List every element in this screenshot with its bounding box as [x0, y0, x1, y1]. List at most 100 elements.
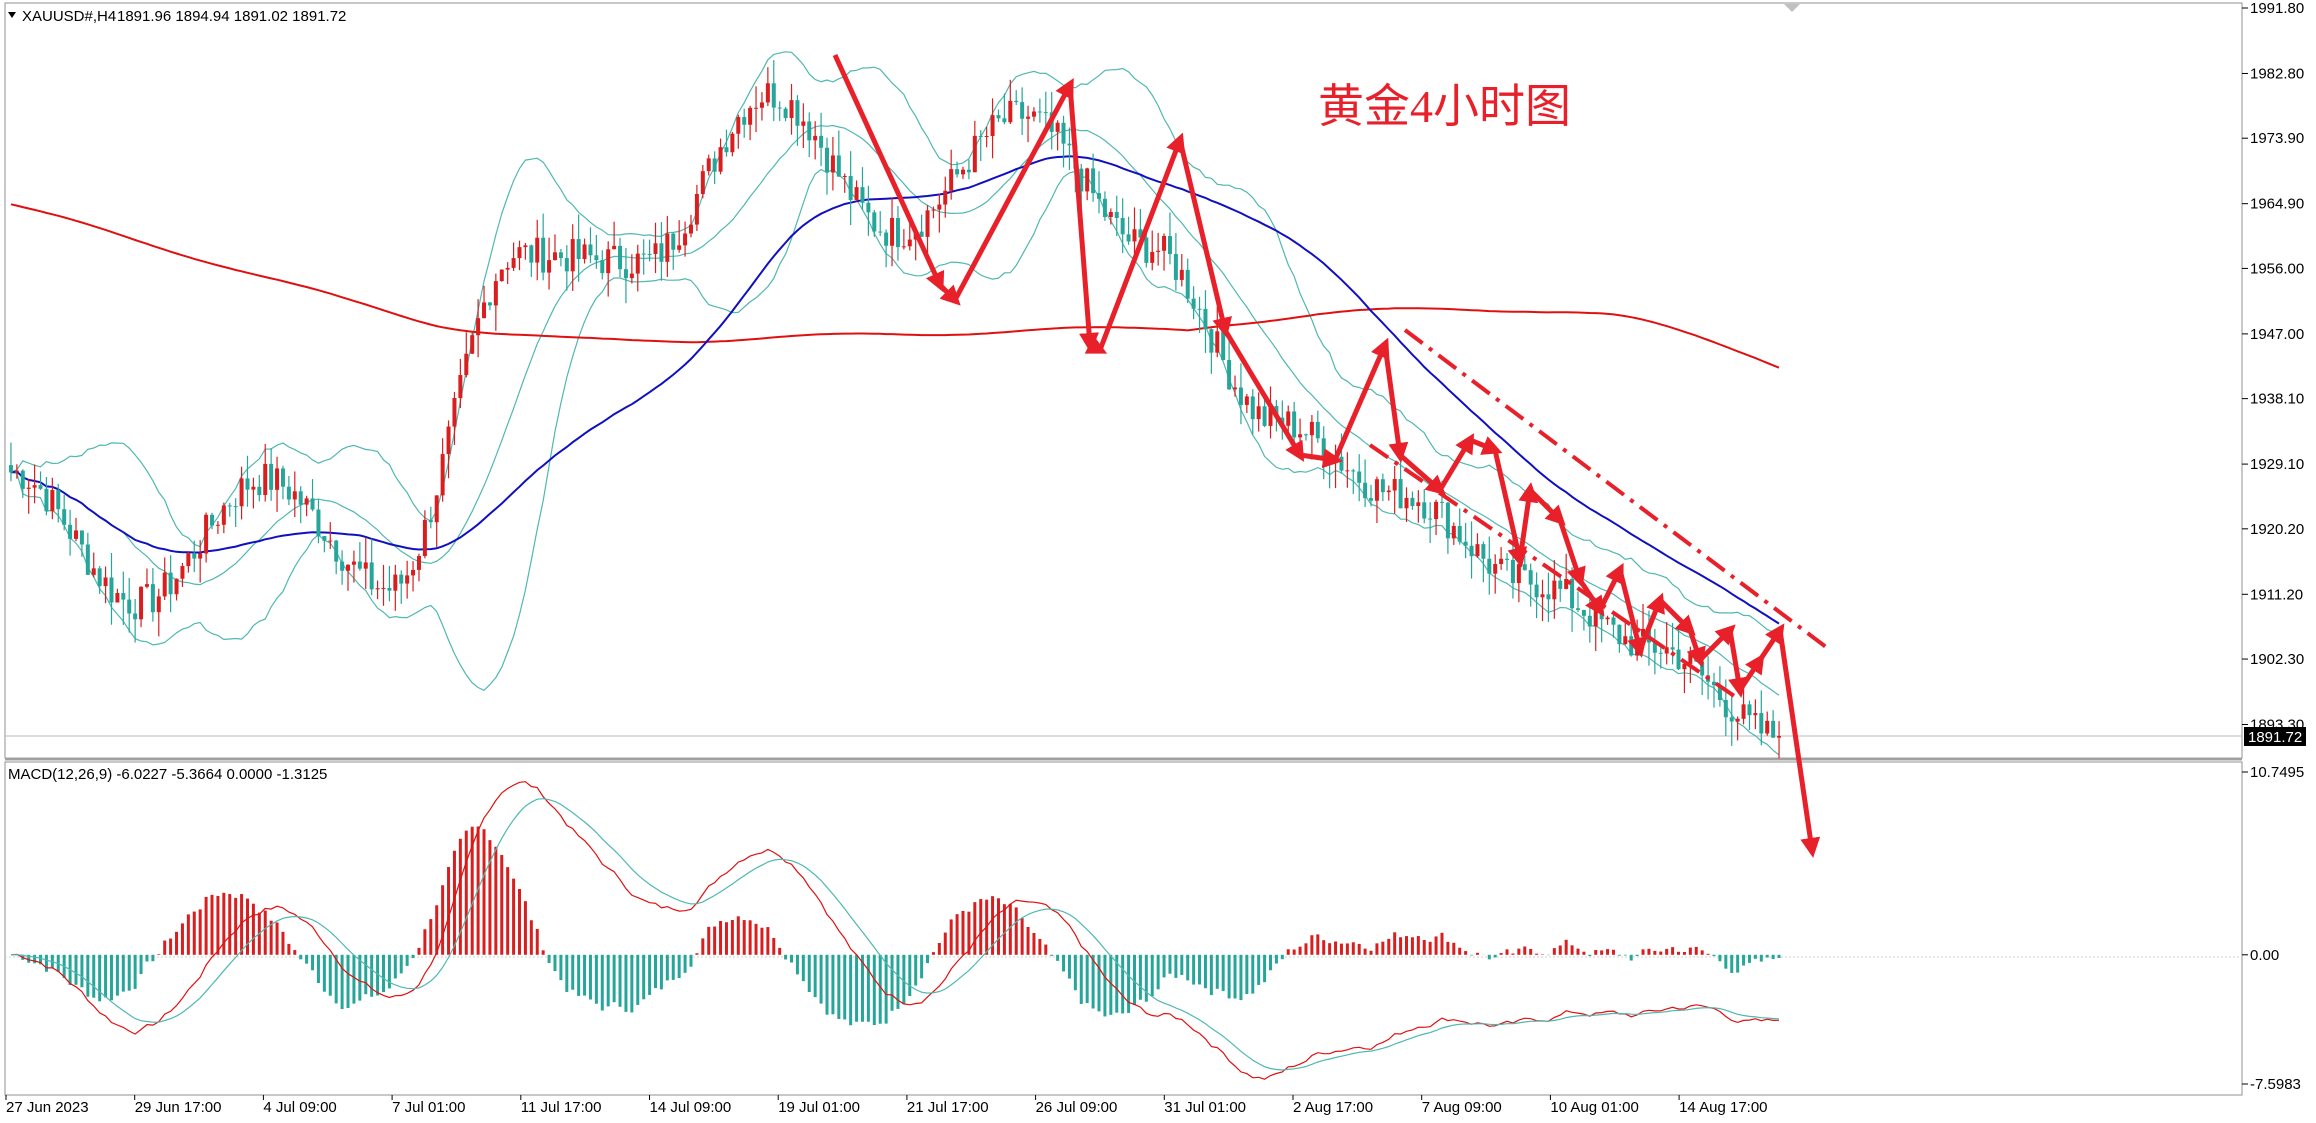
candle-body [736, 117, 741, 134]
candle-body [440, 454, 445, 496]
candle-body [174, 578, 179, 595]
macd-axis[interactable]: 10.7495 0.00 -7.5983 [2242, 764, 2304, 1093]
candle-body [68, 524, 73, 539]
candle-body [706, 158, 711, 172]
trend-arrow [832, 53, 945, 293]
candle-body [1351, 470, 1356, 472]
candle-body [1629, 636, 1634, 656]
candle-body [1262, 406, 1267, 426]
price-tick-label: 1911.20 [2250, 586, 2303, 603]
trend-arrow [1382, 344, 1409, 463]
price-axis[interactable]: 1991.80 1982.80 1973.90 1964.90 1956.00 1947.… [2242, 0, 2304, 734]
candle-body [127, 599, 132, 614]
candle-body [215, 524, 220, 526]
candle-body [588, 244, 593, 256]
triangle-down-icon[interactable] [8, 12, 16, 18]
candle-body [387, 587, 392, 591]
candle-body [1369, 498, 1374, 501]
trend-arrow [1557, 519, 1586, 588]
candle-body [1516, 564, 1521, 584]
candle-body [1167, 235, 1172, 255]
candle-body [819, 135, 824, 148]
candle-body [310, 498, 315, 510]
candle-body [659, 243, 664, 262]
candle-body [227, 505, 232, 507]
time-axis[interactable]: 27 Jun 2023 29 Jun 17:00 4 Jul 09:00 7 Jul … [5, 1095, 1768, 1116]
candle-body [1493, 564, 1498, 574]
candle-body [1510, 559, 1515, 584]
candle-body [1617, 624, 1622, 645]
scroll-marker-icon[interactable] [1784, 4, 1800, 12]
candle-body [1475, 544, 1480, 557]
trend-arrow [1686, 629, 1706, 668]
candle-body [1463, 541, 1468, 546]
time-tick-label: 31 Jul 01:00 [1164, 1099, 1246, 1116]
candle-body [505, 267, 510, 270]
candle-body [1676, 649, 1681, 670]
candle-body [275, 468, 280, 490]
candle-body [1540, 594, 1545, 598]
candle-body [618, 245, 623, 270]
candle-body [1102, 198, 1107, 218]
candle-body [1522, 564, 1527, 571]
candle-body [1386, 490, 1391, 493]
candle-body [1120, 217, 1125, 235]
candle-body [1256, 406, 1261, 420]
candle-body [878, 231, 883, 233]
candle-body [1688, 652, 1693, 664]
candle-body [511, 258, 516, 268]
candle-body [452, 397, 457, 427]
candle-body [375, 588, 380, 590]
candle-body [1581, 609, 1586, 616]
candle-body [1439, 501, 1444, 503]
trend-arrow [1437, 433, 1475, 492]
trend-arrow [1727, 629, 1748, 698]
candle-body [1197, 308, 1202, 310]
trend-arrow [1658, 598, 1696, 636]
trend-arrow [952, 77, 1074, 302]
bollinger-lower [10, 168, 1780, 756]
candle-body [1664, 647, 1669, 654]
trend-arrows [832, 53, 1832, 858]
candle-body [748, 107, 753, 125]
candle-body [1611, 617, 1616, 625]
candle-body [1031, 111, 1036, 117]
time-tick-label: 27 Jun 2023 [6, 1099, 89, 1116]
ohlc-label: 1891.96 1894.94 1891.02 1891.72 [117, 8, 346, 25]
candle-body [1765, 720, 1770, 734]
candle-body [1091, 168, 1096, 194]
candle-body [1575, 608, 1580, 610]
trend-arrow [1398, 453, 1447, 496]
trend-arrow [1698, 624, 1736, 662]
candle-body [600, 260, 605, 274]
candle-body [1564, 579, 1569, 589]
candle-body [493, 281, 498, 306]
candle-body [582, 244, 587, 260]
time-tick-label: 11 Jul 17:00 [521, 1099, 602, 1116]
candle-body [1404, 497, 1409, 509]
candle-body [777, 107, 782, 109]
candle-body [754, 107, 759, 109]
candle-body [629, 273, 634, 279]
trend-arrow [1617, 569, 1647, 658]
candle-body [517, 247, 522, 259]
candle-body [1156, 250, 1161, 252]
candle-body [1682, 663, 1687, 670]
trend-arrow [1299, 448, 1343, 469]
candle-body [1173, 254, 1178, 280]
time-tick-label: 2 Aug 17:00 [1293, 1099, 1373, 1116]
candle-body [1711, 681, 1716, 686]
candle-body [1398, 479, 1403, 509]
candle-body [1570, 579, 1575, 609]
candle-body [1203, 308, 1208, 330]
trend-arrow [1777, 629, 1821, 858]
candle-body [1623, 636, 1628, 645]
candle-body [907, 239, 912, 247]
time-tick-label: 7 Aug 09:00 [1422, 1099, 1502, 1116]
candle-body [1215, 331, 1220, 353]
candle-body [641, 253, 646, 255]
candle-body [458, 375, 463, 398]
candle-body [1244, 396, 1249, 405]
candle-body [1658, 652, 1663, 654]
